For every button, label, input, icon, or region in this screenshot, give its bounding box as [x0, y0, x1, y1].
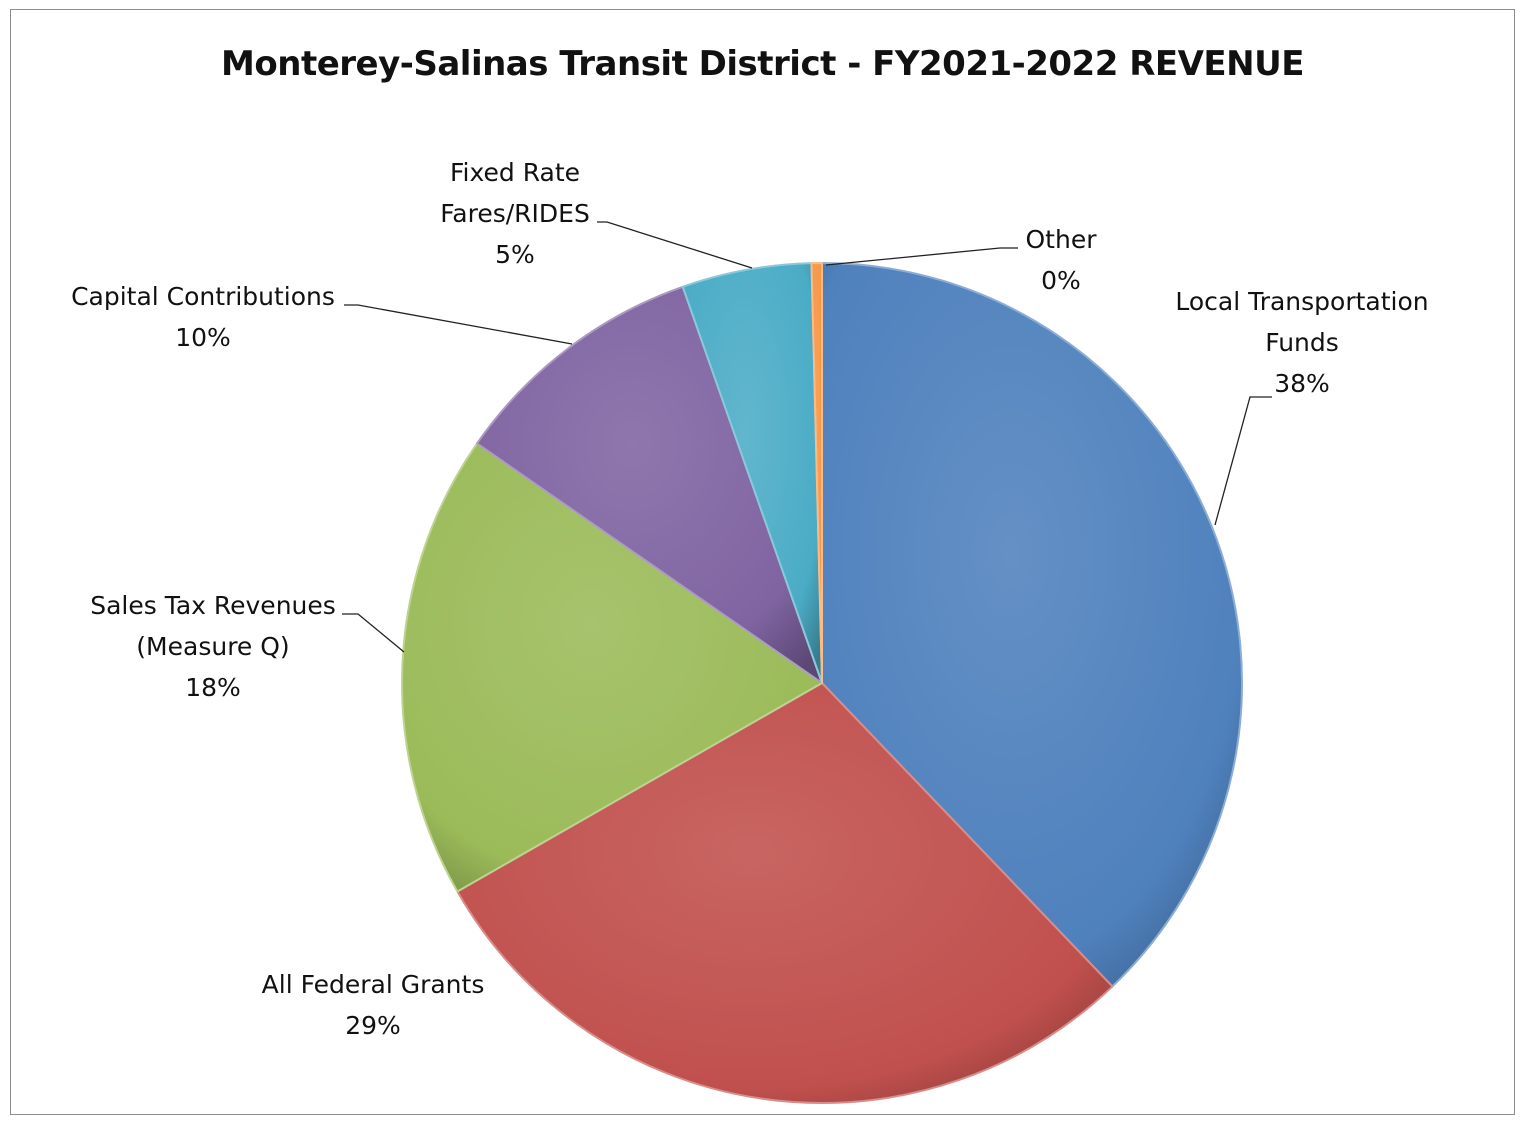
pie-slice-3 — [476, 285, 823, 684]
slice-label-4: Fixed Rate Fares/RIDES 5% — [440, 158, 590, 269]
slice-label-1: All Federal Grants 29% — [262, 970, 485, 1040]
pie-slice-1 — [456, 682, 1114, 1104]
chart-title: Monterey-Salinas Transit District - FY20… — [221, 44, 1304, 84]
slice-label-3: Capital Contributions 10% — [71, 282, 335, 352]
leader-lines — [342, 221, 1272, 653]
slice-label-0: Local Transportation Funds 38% — [1175, 287, 1428, 398]
leader-line-4 — [597, 221, 753, 269]
leader-line-0 — [1214, 396, 1272, 526]
pie-slices — [401, 261, 1244, 1104]
leader-line-5 — [825, 247, 1018, 266]
slice-labels: Local Transportation Funds 38% All Federal … — [71, 158, 1429, 1040]
pie-slice-5 — [810, 261, 823, 684]
pie-slice-0 — [821, 262, 1244, 988]
pie-slice-2 — [401, 442, 823, 893]
slice-label-2: Sales Tax Revenues (Measure Q) 18% — [90, 591, 336, 702]
leader-line-2 — [342, 613, 405, 653]
leader-line-3 — [344, 304, 573, 345]
slice-label-5: Other 0% — [1026, 225, 1098, 295]
